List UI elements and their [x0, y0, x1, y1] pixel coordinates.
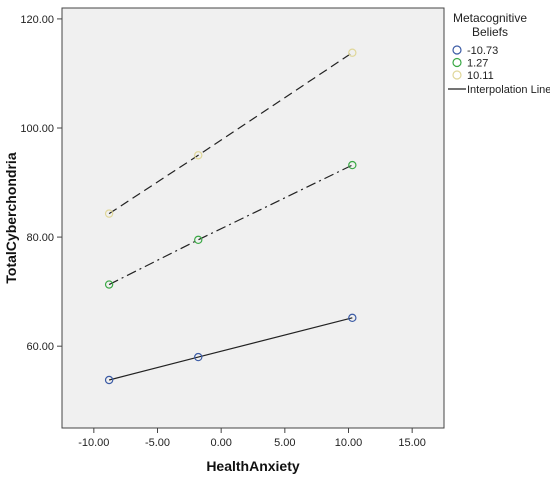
x-axis-title: HealthAnxiety	[206, 458, 300, 474]
legend-label-1: -10.73	[467, 45, 498, 57]
legend-marker-3	[452, 70, 462, 80]
data-point	[348, 48, 357, 57]
series-line-3	[108, 52, 353, 215]
y-tick-label: 80.00	[26, 232, 54, 244]
plot-area	[61, 7, 445, 429]
legend-label-3: 10.11	[467, 70, 494, 82]
data-point	[194, 151, 203, 160]
legend-interpolation-label: Interpolation Line	[467, 84, 550, 96]
x-tick-label: 15.00	[398, 437, 426, 449]
data-point	[104, 280, 114, 289]
legend-title-line-2: Beliefs	[472, 25, 508, 39]
data-point	[348, 313, 357, 323]
legend-marker-1	[452, 45, 462, 55]
data-point	[194, 352, 203, 362]
data-point	[194, 235, 203, 245]
legend-title-line-1: Metacognitive	[453, 11, 527, 25]
x-tick-label: 10.00	[335, 437, 363, 449]
y-tick-label: 100.00	[20, 123, 54, 135]
legend-marker-2	[452, 57, 462, 68]
y-axis-title: TotalCyberchondria	[3, 152, 19, 283]
y-tick-label: 60.00	[26, 341, 54, 353]
data-point	[348, 160, 357, 170]
x-tick-label: 0.00	[210, 437, 231, 449]
data-point	[104, 209, 114, 218]
x-tick-label: -5.00	[145, 437, 170, 449]
x-tick-label: 5.00	[274, 437, 295, 449]
series-line-1	[108, 317, 353, 381]
data-point	[104, 375, 114, 385]
y-tick-label: 120.00	[20, 14, 54, 26]
legend-label-2: 1.27	[467, 58, 488, 70]
x-tick-label: -10.00	[78, 437, 109, 449]
